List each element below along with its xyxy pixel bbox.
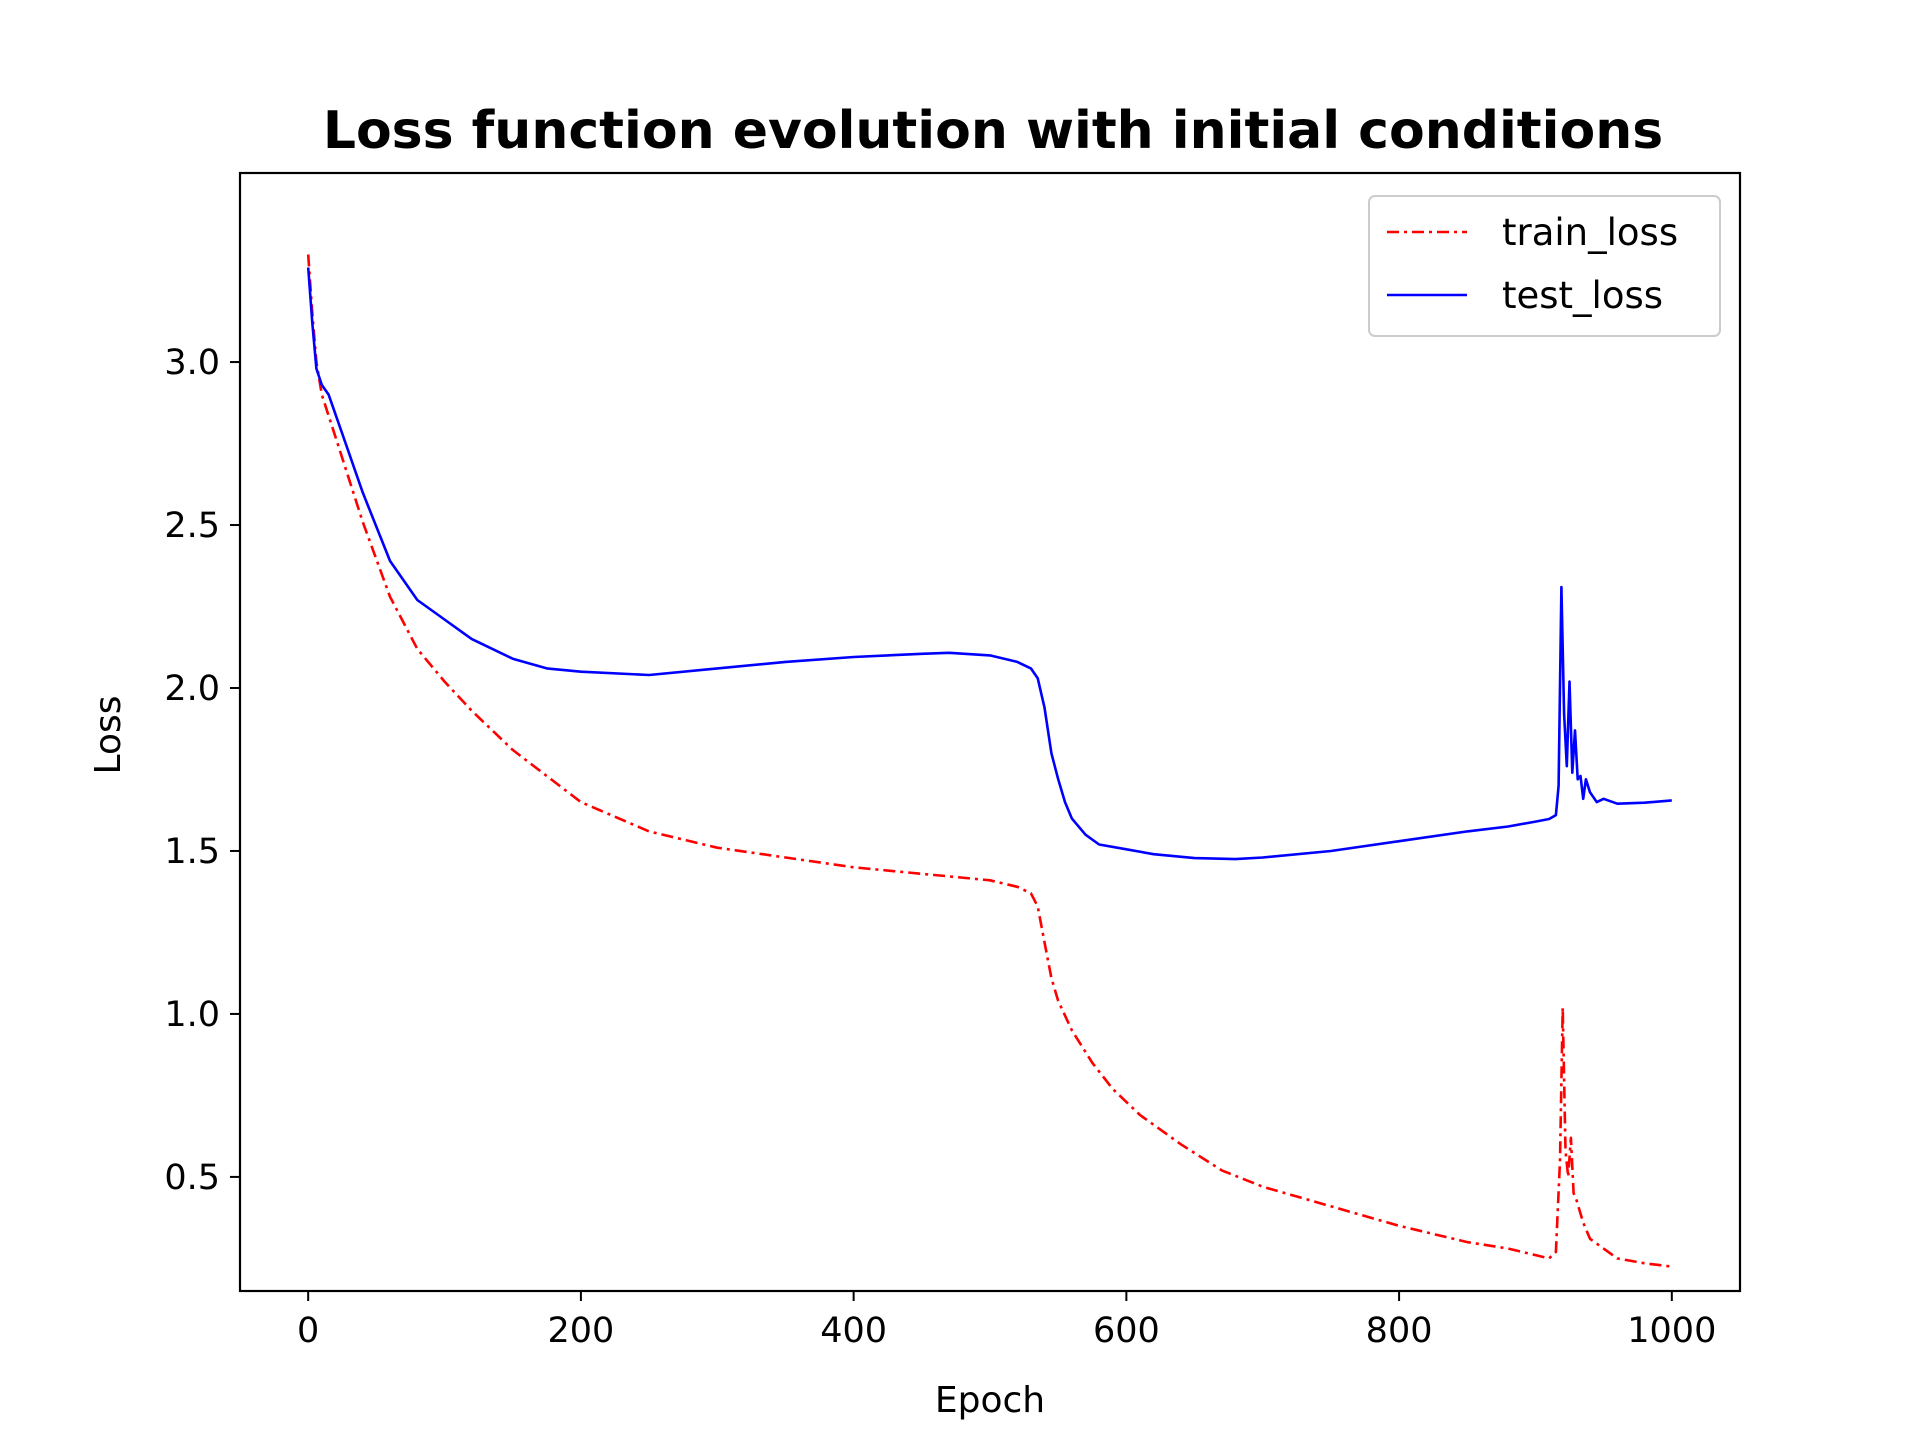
plot-series-group [306,254,1672,1268]
legend: train_loss test_loss [1368,195,1721,337]
series-line-train-loss [306,254,1672,1268]
y-tick-label: 2.5 [164,506,220,546]
chart-title: Loss function evolution with initial con… [323,101,1663,161]
y-tick-label: 2.0 [164,669,220,709]
x-tick-label: 600 [1093,1311,1160,1351]
y-tick-label: 3.0 [164,343,220,383]
legend-label-test-loss: test_loss [1502,274,1663,317]
x-axis-label: Epoch [935,1380,1045,1421]
legend-label-train-loss: train_loss [1502,211,1678,254]
y-tick-label: 1.0 [164,995,220,1035]
y-tick-label: 0.5 [164,1158,220,1198]
x-tick-label: 200 [548,1311,615,1351]
x-tick-label: 1000 [1627,1311,1716,1351]
series-line-test-loss [306,267,1672,861]
y-axis-label: Loss [88,696,129,775]
plot-frame [238,171,1742,1293]
x-tick-label: 400 [820,1311,887,1351]
x-tick-label: 800 [1366,1311,1433,1351]
y-axis: 0.5 1.0 1.5 2.0 2.5 3.0 [164,343,240,1198]
x-tick-label: 0 [297,1311,319,1351]
x-axis: 0 200 400 600 800 1000 [297,1291,1716,1351]
y-tick-label: 1.5 [164,832,220,872]
